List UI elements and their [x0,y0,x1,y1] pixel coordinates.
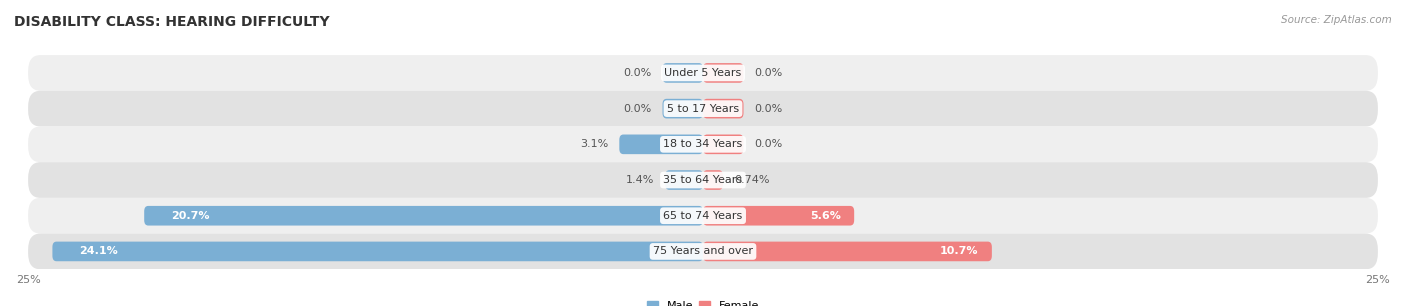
FancyBboxPatch shape [665,170,703,190]
FancyBboxPatch shape [145,206,703,226]
Text: 5 to 17 Years: 5 to 17 Years [666,104,740,114]
FancyBboxPatch shape [703,242,991,261]
Text: 0.0%: 0.0% [754,68,783,78]
Text: 10.7%: 10.7% [939,246,979,256]
Text: DISABILITY CLASS: HEARING DIFFICULTY: DISABILITY CLASS: HEARING DIFFICULTY [14,15,329,29]
Text: 0.0%: 0.0% [754,104,783,114]
FancyBboxPatch shape [703,170,723,190]
FancyBboxPatch shape [662,63,703,83]
Text: 65 to 74 Years: 65 to 74 Years [664,211,742,221]
Text: 0.0%: 0.0% [623,68,652,78]
Text: 0.74%: 0.74% [734,175,769,185]
FancyBboxPatch shape [28,91,1378,126]
Text: 20.7%: 20.7% [172,211,209,221]
Legend: Male, Female: Male, Female [647,301,759,306]
FancyBboxPatch shape [28,233,1378,269]
Text: 0.0%: 0.0% [623,104,652,114]
FancyBboxPatch shape [52,242,703,261]
Text: Under 5 Years: Under 5 Years [665,68,741,78]
FancyBboxPatch shape [703,63,744,83]
Text: 75 Years and over: 75 Years and over [652,246,754,256]
FancyBboxPatch shape [703,99,744,118]
FancyBboxPatch shape [703,206,855,226]
Text: 1.4%: 1.4% [626,175,654,185]
FancyBboxPatch shape [28,126,1378,162]
Text: 18 to 34 Years: 18 to 34 Years [664,139,742,149]
Text: 3.1%: 3.1% [581,139,609,149]
Text: Source: ZipAtlas.com: Source: ZipAtlas.com [1281,15,1392,25]
FancyBboxPatch shape [28,162,1378,198]
Text: 24.1%: 24.1% [79,246,118,256]
Text: 5.6%: 5.6% [810,211,841,221]
Text: 0.0%: 0.0% [754,139,783,149]
FancyBboxPatch shape [662,99,703,118]
FancyBboxPatch shape [703,135,744,154]
FancyBboxPatch shape [619,135,703,154]
FancyBboxPatch shape [28,198,1378,233]
Text: 35 to 64 Years: 35 to 64 Years [664,175,742,185]
FancyBboxPatch shape [28,55,1378,91]
